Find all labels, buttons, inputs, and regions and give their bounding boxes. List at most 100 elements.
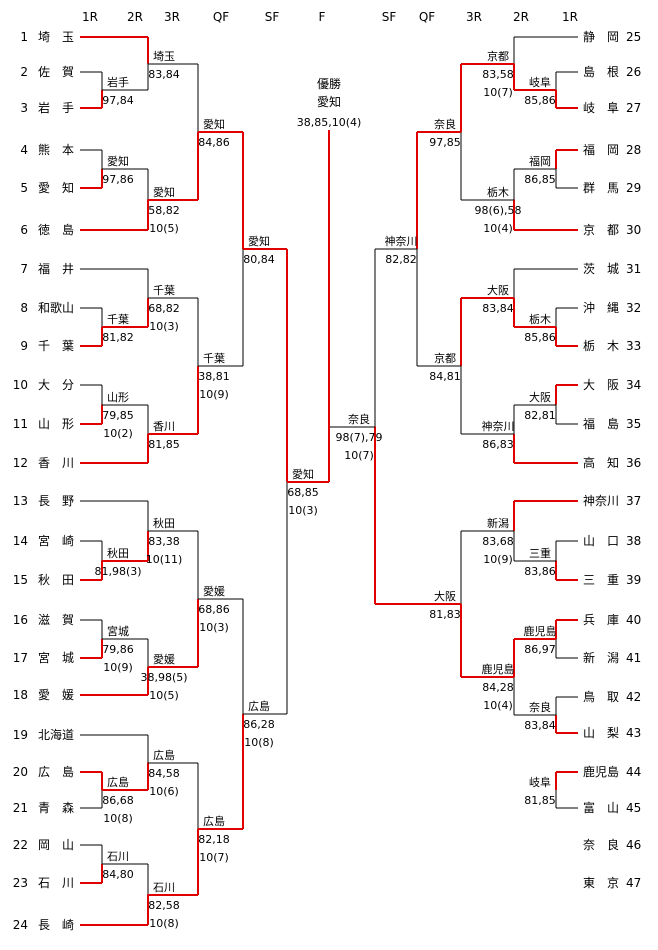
team-name: 神奈川 <box>583 494 619 508</box>
team-number: 47 <box>626 876 641 890</box>
team-number: 38 <box>626 534 641 548</box>
team-number: 26 <box>626 65 641 79</box>
match-score: 82,82 <box>385 253 417 266</box>
round-header: SF <box>265 10 280 24</box>
match-score: 10(2) <box>103 427 133 440</box>
team-number: 23 <box>13 876 28 890</box>
match-winner: 香川 <box>153 420 175 433</box>
team-name: 愛 知 <box>38 181 74 195</box>
match-winner: 埼玉 <box>153 49 175 63</box>
team-number: 13 <box>13 494 28 508</box>
match-winner: 神奈川 <box>385 234 418 248</box>
team-name: 山 梨 <box>583 726 619 740</box>
team-name: 東 京 <box>583 876 619 890</box>
match-score: 85,86 <box>524 331 556 344</box>
match-winner: 広島 <box>203 814 225 828</box>
match-score: 97,84 <box>102 94 134 107</box>
team-number: 15 <box>13 573 28 587</box>
team-number: 46 <box>626 838 641 852</box>
round-header: 2R <box>127 10 143 24</box>
team-number: 14 <box>13 534 28 548</box>
team-name: 鹿児島 <box>583 764 619 779</box>
team-name: 静 岡 <box>583 30 619 44</box>
match-score: 82,18 <box>198 833 230 846</box>
match-winner: 愛知 <box>107 154 129 168</box>
team-number: 42 <box>626 690 641 704</box>
team-name: 秋 田 <box>38 573 74 587</box>
match-winner: 宮城 <box>107 624 129 638</box>
match-score: 58,82 <box>148 204 180 217</box>
team-number: 3 <box>20 101 28 115</box>
team-number: 45 <box>626 801 641 815</box>
match-score: 82,81 <box>524 409 556 422</box>
team-number: 27 <box>626 101 641 115</box>
match-winner: 大阪 <box>434 589 456 603</box>
team-number: 39 <box>626 573 641 587</box>
match-score: 81,98(3) <box>94 565 141 578</box>
match-score: 84,86 <box>198 136 230 149</box>
match-winner: 大阪 <box>529 390 551 404</box>
team-name: 埼 玉 <box>38 30 74 44</box>
round-header: 2R <box>513 10 529 24</box>
champion-name: 愛知 <box>317 95 341 109</box>
match-winner: 京都 <box>434 351 456 365</box>
team-number: 7 <box>20 262 28 276</box>
match-winner: 三重 <box>529 546 551 560</box>
match-winner: 愛媛 <box>153 652 175 666</box>
team-number: 5 <box>20 181 28 195</box>
champion-score: 38,85,10(4) <box>297 116 362 129</box>
match-score: 98(6),58 <box>474 204 521 217</box>
team-name: 長 崎 <box>38 918 74 932</box>
round-header: QF <box>419 10 435 24</box>
round-header: F <box>319 10 326 24</box>
team-number: 11 <box>13 417 28 431</box>
team-number: 21 <box>13 801 28 815</box>
match-score: 83,86 <box>524 565 556 578</box>
round-header: QF <box>213 10 229 24</box>
match-score: 80,84 <box>243 253 275 266</box>
round-header: SF <box>382 10 397 24</box>
round-header: 1R <box>82 10 98 24</box>
match-score: 97,85 <box>429 136 461 149</box>
match-score: 86,28 <box>243 718 275 731</box>
team-number: 16 <box>13 613 28 627</box>
team-name: 福 岡 <box>583 142 619 157</box>
match-winner: 愛媛 <box>203 584 225 598</box>
match-winner: 福岡 <box>529 154 551 168</box>
match-winner: 岐阜 <box>529 76 551 89</box>
match-winner: 神奈川 <box>482 419 515 433</box>
match-score: 83,84 <box>148 68 180 81</box>
team-name: 大 分 <box>38 378 74 392</box>
match-winner: 広島 <box>248 699 270 713</box>
match-winner: 広島 <box>153 748 175 762</box>
round-header: 3R <box>164 10 180 24</box>
team-name: 群 馬 <box>583 181 619 195</box>
team-number: 12 <box>13 456 28 470</box>
team-name: 広 島 <box>38 764 74 779</box>
team-number: 36 <box>626 456 641 470</box>
team-number: 29 <box>626 181 641 195</box>
match-score: 86,85 <box>524 173 556 186</box>
team-number: 31 <box>626 262 641 276</box>
match-score: 98(7),79 <box>335 431 382 444</box>
team-name: 徳 島 <box>38 222 74 237</box>
match-score: 83,84 <box>482 302 514 315</box>
match-score: 83,84 <box>524 719 556 732</box>
match-score: 84,28 <box>482 681 514 694</box>
match-winner: 岩手 <box>107 75 129 89</box>
team-number: 44 <box>626 765 641 779</box>
team-name: 長 野 <box>38 494 74 508</box>
bracket-lines <box>80 36 578 926</box>
team-name: 兵 庫 <box>583 613 619 627</box>
match-score: 79,86 <box>102 643 134 656</box>
match-score: 38,81 <box>198 370 230 383</box>
match-score: 10(7) <box>344 449 374 462</box>
match-score: 81,82 <box>102 331 134 344</box>
team-number: 28 <box>626 143 641 157</box>
team-name: 愛 媛 <box>38 688 74 702</box>
match-score: 10(8) <box>244 736 274 749</box>
match-score: 10(4) <box>483 699 513 712</box>
match-score: 10(5) <box>149 689 179 702</box>
team-name: 栃 木 <box>583 339 619 353</box>
match-score: 82,58 <box>148 899 180 912</box>
